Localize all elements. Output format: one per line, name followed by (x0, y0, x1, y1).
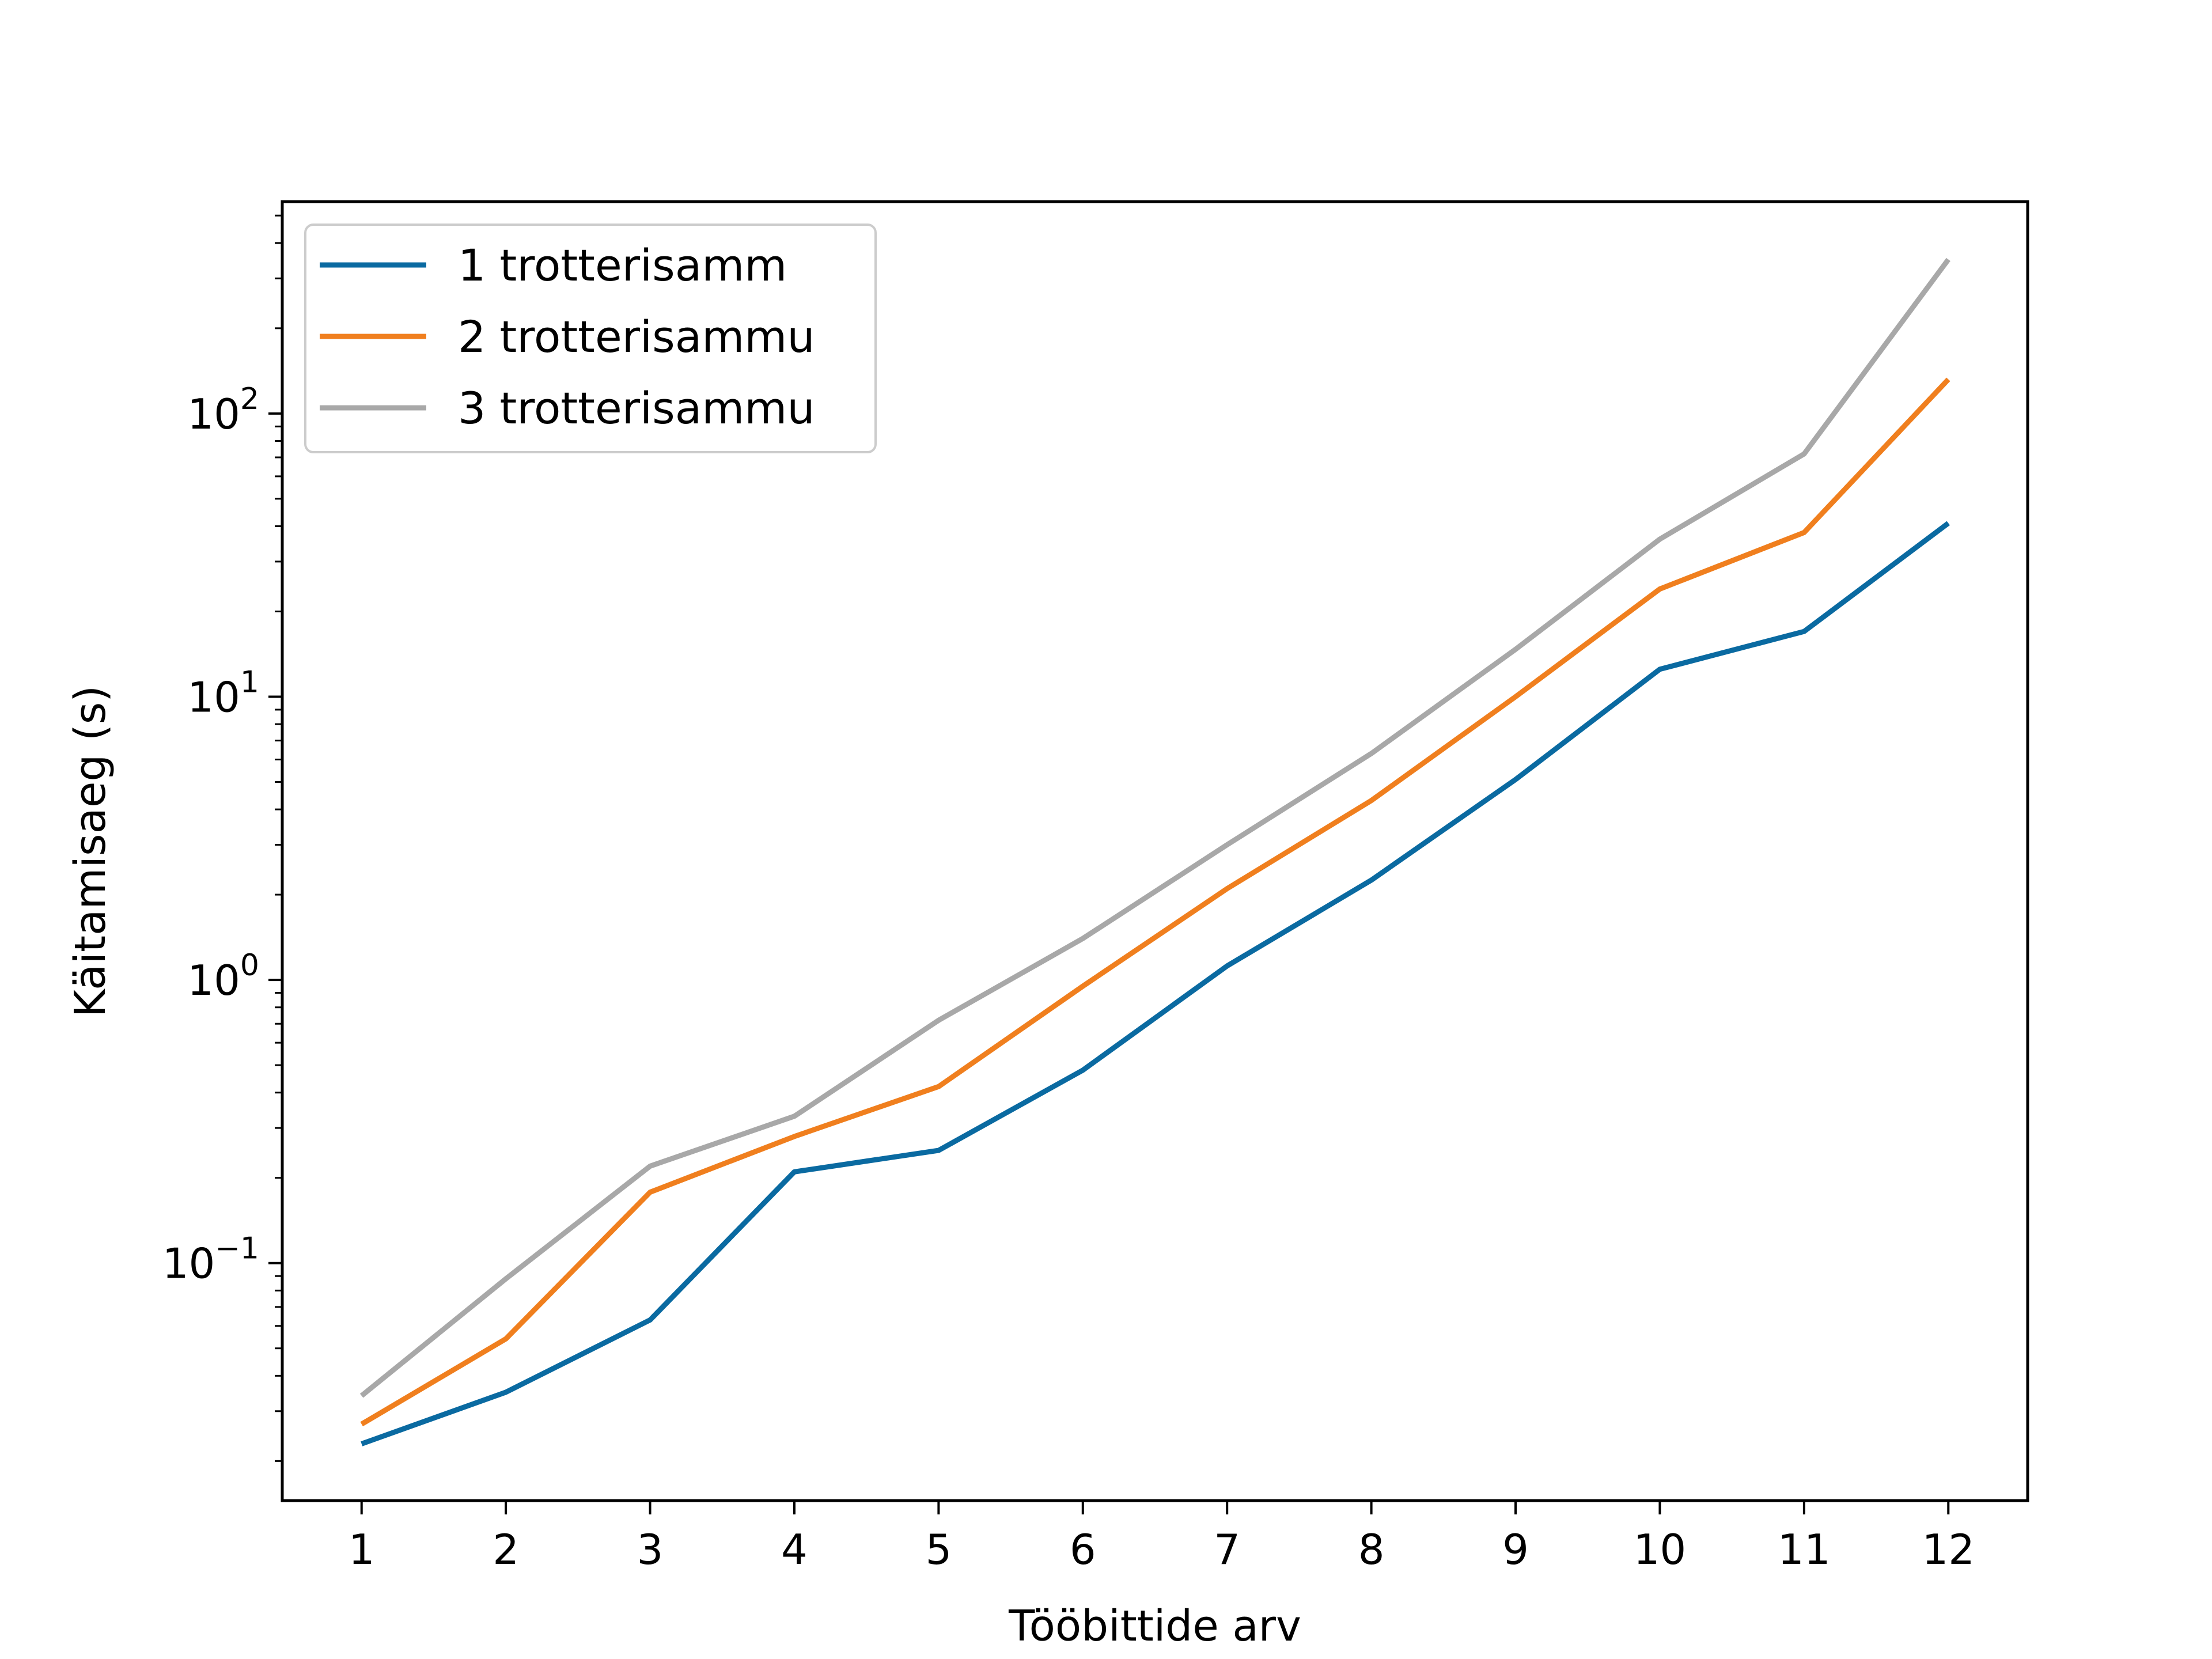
x-tick-label: 5 (925, 1525, 952, 1574)
x-tick-label: 7 (1214, 1525, 1240, 1574)
x-tick-label: 3 (637, 1525, 664, 1574)
series-line-2 (360, 377, 1950, 1427)
x-axis: 1 2 3 4 5 6 7 8 9 10 11 12 (349, 1501, 1975, 1574)
x-tick-label: 4 (781, 1525, 808, 1574)
series-line-3 (359, 257, 1950, 1398)
y-tick-base: 10 (187, 390, 240, 438)
y-tick-base: 10 (162, 1240, 215, 1288)
legend-label: 3 trotterisammu (458, 382, 815, 434)
plot-frame (281, 200, 2029, 1502)
legend-box (304, 224, 877, 453)
legend-label: 2 trotterisammu (458, 311, 815, 362)
y-tick-exponent: 1 (240, 665, 259, 699)
y-axis-label: Käitamisaeg (s) (66, 685, 115, 1017)
legend: 1 trotterisamm 2 trotterisammu 3 trotteris… (304, 224, 877, 453)
series-layer (359, 257, 1950, 1446)
y-tick-exponent: 2 (240, 382, 259, 416)
x-tick-label: 8 (1358, 1525, 1385, 1574)
x-axis-label: Tööbittide arv (1008, 1601, 1301, 1651)
x-tick-label: 1 (349, 1525, 375, 1574)
x-tick-label: 2 (493, 1525, 519, 1574)
y-tick-exponent: −1 (215, 1232, 259, 1266)
y-tick-exponent: 0 (240, 948, 259, 983)
y-tick-base: 10 (187, 956, 240, 1005)
y-tick-base: 10 (187, 673, 240, 721)
x-tick-label: 10 (1634, 1525, 1687, 1574)
y-tick-label: 100 (187, 948, 259, 1005)
x-tick-label: 11 (1778, 1525, 1831, 1574)
y-tick-label: 101 (187, 665, 259, 721)
x-tick-label: 9 (1502, 1525, 1529, 1574)
y-tick-label: 10−1 (162, 1232, 259, 1288)
x-tick-label: 12 (1922, 1525, 1975, 1574)
legend-label: 1 trotterisamm (458, 240, 787, 291)
x-tick-label: 6 (1070, 1525, 1096, 1574)
series-line-1 (361, 521, 1950, 1446)
y-tick-label: 102 (187, 382, 259, 438)
